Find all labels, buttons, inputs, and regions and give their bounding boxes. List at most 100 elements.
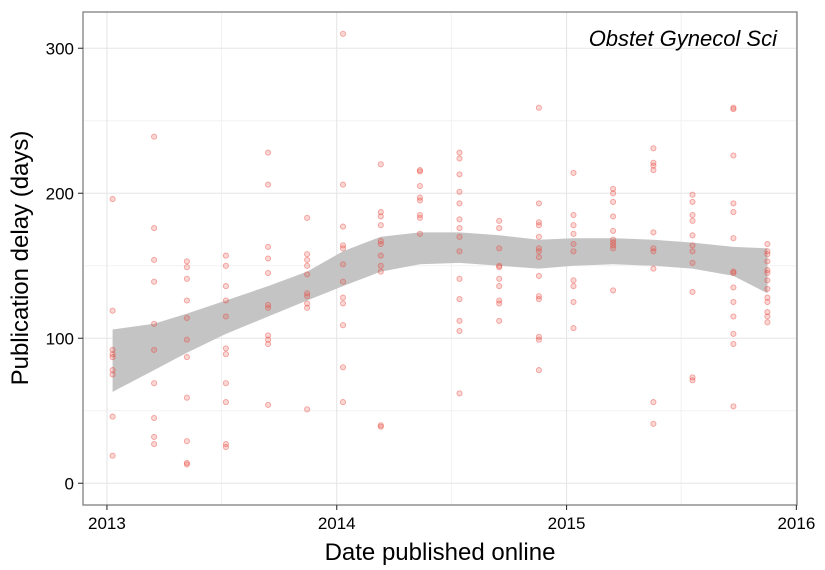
y-tick-label: 200	[46, 184, 74, 203]
data-point	[416, 182, 423, 190]
data-point	[535, 200, 542, 207]
data-point	[730, 298, 737, 306]
data-point	[456, 171, 463, 178]
smooth-band	[112, 232, 768, 392]
data-point	[304, 251, 311, 258]
data-point	[496, 283, 503, 290]
data-point	[151, 433, 158, 440]
data-point	[109, 413, 116, 420]
data-point	[456, 155, 463, 162]
data-point	[339, 261, 347, 268]
data-point	[183, 336, 190, 343]
data-point	[689, 377, 696, 384]
data-point	[456, 216, 463, 223]
data-point	[535, 254, 542, 261]
data-point	[764, 309, 771, 316]
data-point	[764, 248, 771, 255]
data-point	[610, 227, 617, 234]
data-point	[764, 298, 771, 306]
data-point	[764, 277, 771, 284]
data-point	[339, 294, 347, 301]
data-point	[764, 319, 771, 326]
data-point	[650, 265, 657, 272]
data-point	[265, 332, 272, 339]
data-point	[730, 152, 737, 159]
data-point	[265, 301, 272, 308]
data-point	[416, 194, 423, 201]
data-point	[151, 133, 158, 140]
data-point	[650, 420, 657, 427]
data-points	[109, 30, 771, 468]
data-point	[689, 198, 696, 205]
data-point	[183, 314, 190, 322]
x-axis-title: Date published online	[325, 539, 556, 566]
data-point	[183, 297, 190, 304]
data-point	[377, 209, 384, 216]
data-point	[764, 313, 771, 320]
data-point	[222, 252, 229, 259]
data-point	[730, 330, 737, 337]
data-point	[151, 346, 158, 353]
data-point	[416, 214, 423, 221]
data-point	[650, 399, 657, 406]
y-axis-title: Publication delay (days)	[7, 131, 34, 386]
data-point	[151, 278, 158, 285]
data-point	[535, 233, 542, 240]
y-tick-label: 100	[46, 329, 74, 348]
data-point	[265, 304, 272, 311]
data-point	[416, 168, 423, 175]
data-point	[183, 459, 190, 466]
data-point	[377, 222, 384, 229]
data-point	[689, 248, 696, 255]
data-point	[535, 272, 542, 279]
data-point	[222, 283, 229, 290]
data-point	[610, 213, 617, 220]
data-point	[339, 278, 347, 285]
x-axis: 2013 2014 2015 2016	[88, 505, 815, 533]
data-point	[730, 340, 737, 348]
data-point	[456, 248, 463, 255]
data-point	[339, 223, 347, 230]
data-point	[265, 269, 272, 277]
data-point	[456, 296, 463, 303]
data-point	[535, 219, 542, 226]
data-point	[496, 297, 503, 304]
data-point	[109, 367, 116, 374]
chart-annotation: Obstet Gynecol Sci	[589, 26, 778, 51]
data-point	[730, 106, 737, 113]
data-point	[456, 233, 463, 240]
data-point	[222, 313, 229, 320]
data-point	[570, 230, 577, 237]
data-point	[222, 380, 229, 387]
data-point	[610, 287, 617, 294]
data-point	[265, 401, 272, 408]
data-point	[183, 394, 190, 401]
data-point	[304, 406, 311, 413]
data-point	[535, 104, 542, 111]
data-point	[689, 242, 696, 249]
data-point	[416, 167, 423, 174]
data-point	[456, 225, 463, 232]
data-point	[496, 225, 503, 232]
data-point	[650, 167, 657, 174]
data-point	[456, 390, 463, 397]
data-point	[764, 258, 771, 265]
data-point	[304, 271, 311, 278]
data-point	[456, 327, 463, 335]
data-point	[265, 255, 272, 262]
data-point	[377, 213, 384, 220]
data-point	[535, 367, 542, 374]
data-point	[689, 217, 696, 224]
data-point	[109, 354, 116, 361]
data-point	[650, 248, 657, 255]
data-point	[456, 317, 463, 324]
data-point	[339, 399, 347, 406]
data-point	[570, 211, 577, 219]
data-point	[764, 285, 771, 292]
data-point	[650, 245, 657, 252]
data-point	[764, 294, 771, 301]
data-point	[416, 197, 423, 204]
data-point	[304, 293, 311, 300]
data-point	[222, 345, 229, 352]
x-tick-label: 2013	[88, 514, 126, 533]
